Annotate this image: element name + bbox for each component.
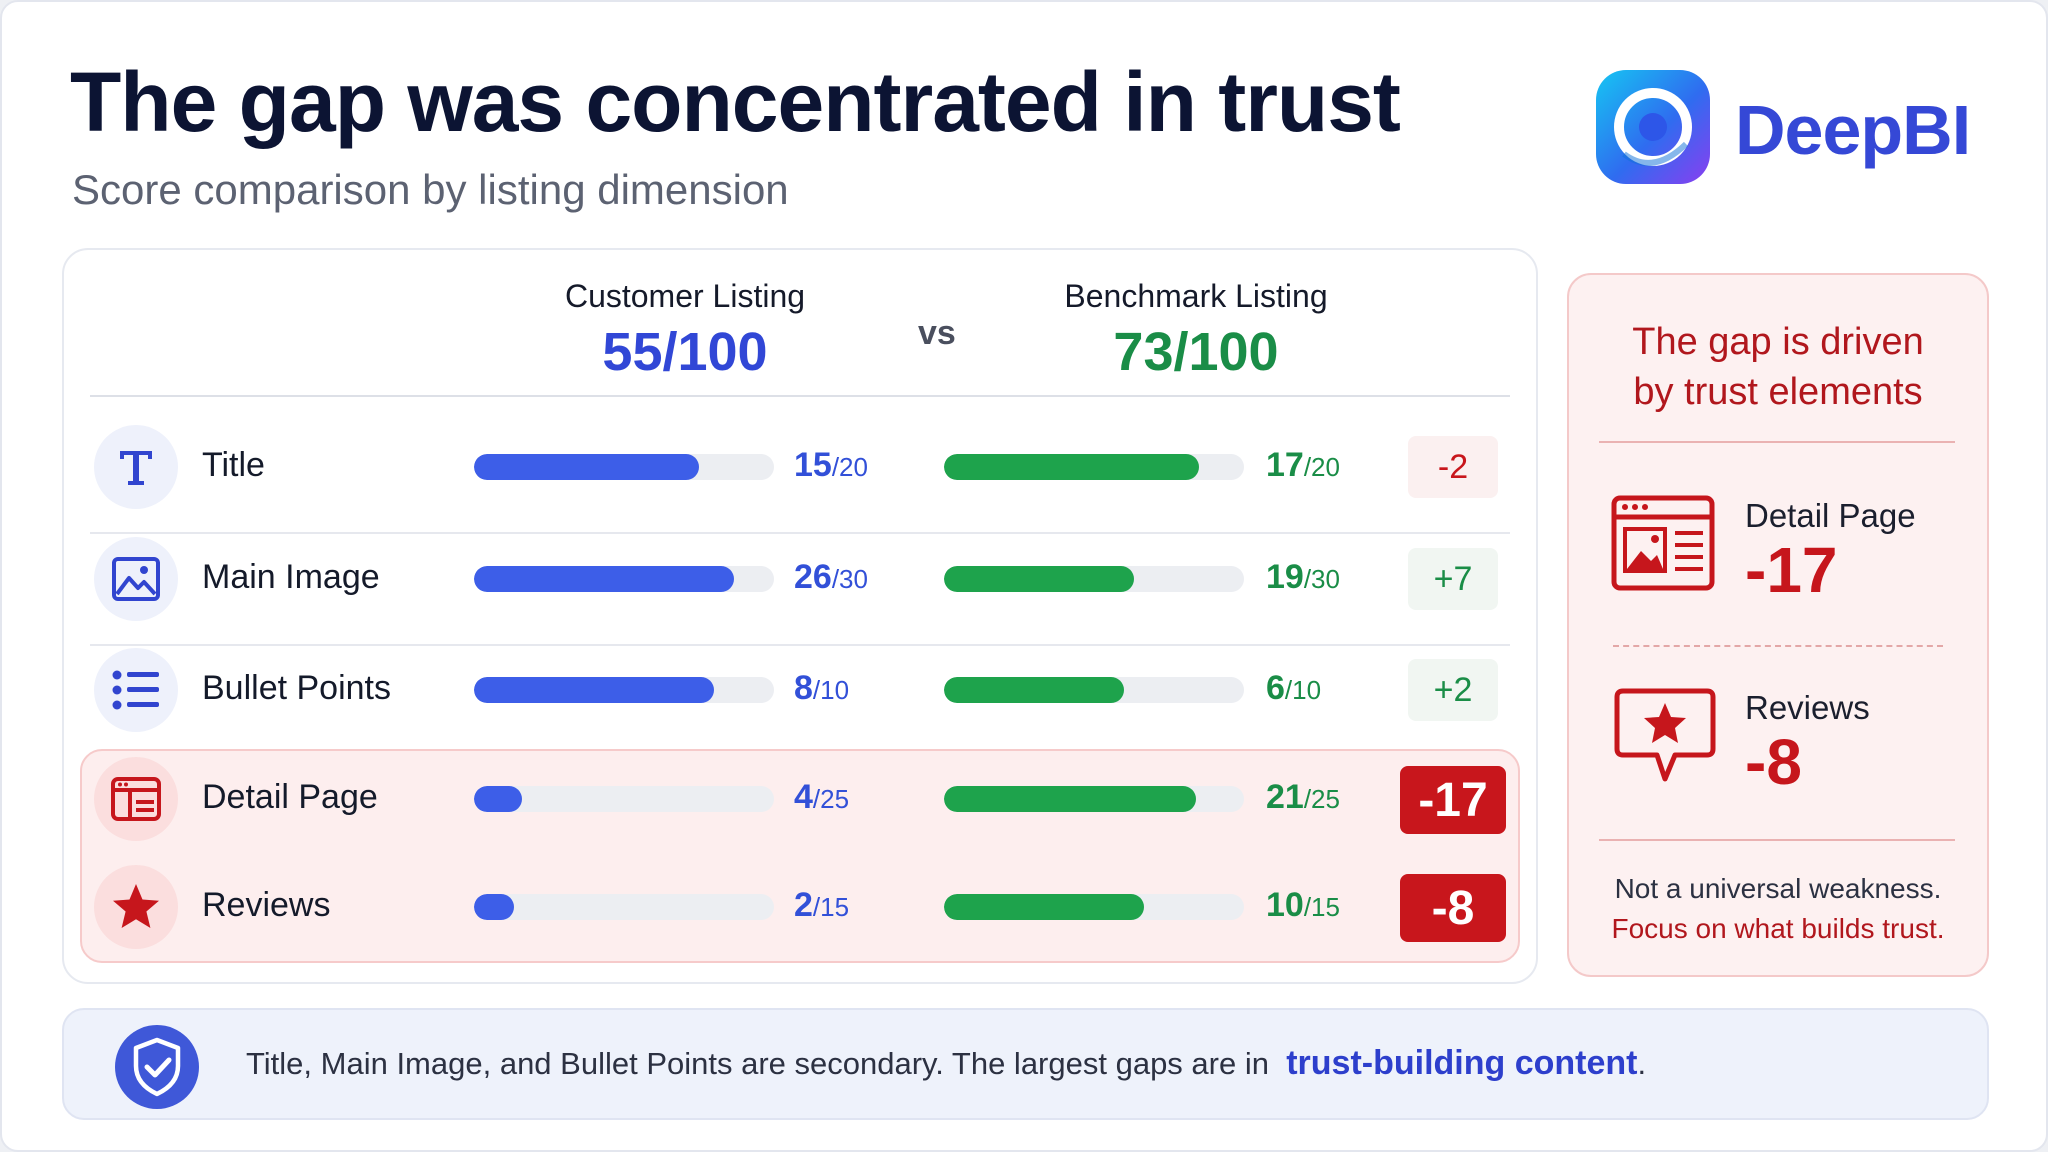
customer-track-bullet-points [474,677,774,703]
insight-dashed-divider [1613,645,1943,647]
customer-bar-main-image [474,566,734,592]
benchmark-bar-main-image [944,566,1134,592]
insight-heading-line2: by trust elements [1633,371,1923,413]
deepbi-logo-icon [1596,70,1710,184]
insight-reviews-label: Reviews [1745,689,1870,726]
row-title: Title 15/20 17/20 -2 [90,422,1510,512]
customer-column-header: Customer Listing 55/100 [515,278,855,383]
customer-value-detail-page: 4/25 [794,778,850,816]
row-bullet-points: Bullet Points 8/10 6/10 +2 [90,645,1510,735]
customer-value-reviews: 2/15 [794,886,850,924]
takeaway-suffix: . [1637,1046,1647,1081]
delta-badge-detail-page: -17 [1400,766,1506,834]
brand-name: DeepBI [1735,91,1971,169]
benchmark-bar-detail-page [944,786,1196,812]
delta-badge-title: -2 [1408,436,1498,498]
benchmark-bar-title [944,454,1199,480]
row-main-image: Main Image 26/30 19/30 +7 [90,534,1510,624]
benchmark-track-reviews [944,894,1244,920]
benchmark-track-main-image [944,566,1244,592]
title-icon [94,425,178,509]
row-detail-page: Detail Page 4/25 21/25 -17 [90,754,1510,844]
star-icon [94,865,178,949]
customer-bar-detail-page [474,786,522,812]
list-icon [94,648,178,732]
takeaway-bar: Title, Main Image, and Bullet Points are… [62,1008,1989,1120]
insight-reviews-value: -8 [1745,726,1802,798]
customer-value-main-image: 26/30 [794,558,868,596]
row-divider [90,532,1510,534]
insight-divider [1599,441,1955,443]
vs-label: vs [918,314,956,352]
takeaway-emphasis: trust-building content [1286,1044,1638,1082]
customer-value-title: 15/20 [794,446,868,484]
image-icon [94,537,178,621]
browser-icon [94,757,178,841]
customer-bar-reviews [474,894,514,920]
benchmark-track-bullet-points [944,677,1244,703]
customer-value-bullet-points: 8/10 [794,669,850,707]
benchmark-track-title [944,454,1244,480]
insight-heading: The gap is driven by trust elements [1569,317,1987,417]
insight-detail-page-label: Detail Page [1745,497,1916,534]
benchmark-value-bullet-points: 6/10 [1266,669,1322,707]
benchmark-bar-bullet-points [944,677,1124,703]
benchmark-value-main-image: 19/30 [1266,558,1340,596]
takeaway-note: Title, Main Image, and Bullet Points are… [246,1046,1269,1081]
customer-bar-bullet-points [474,677,714,703]
benchmark-total-score: 73/100 [1113,322,1279,382]
trust-rows-highlight [80,749,1520,963]
insight-detail-page-value: -17 [1745,534,1838,606]
review-chat-star-icon [1614,688,1716,782]
takeaway-text: Title, Main Image, and Bullet Points are… [246,1044,1646,1083]
benchmark-track-detail-page [944,786,1244,812]
customer-total-score: 55/100 [602,322,768,382]
customer-track-main-image [474,566,774,592]
benchmark-value-title: 17/20 [1266,446,1340,484]
row-divider [90,644,1510,646]
benchmark-value-detail-page: 21/25 [1266,778,1340,816]
detail-page-icon [1611,495,1715,591]
row-reviews: Reviews 2/15 10/15 -8 [90,862,1510,952]
delta-badge-reviews: -8 [1400,874,1506,942]
benchmark-bar-reviews [944,894,1144,920]
insight-footer-line1: Not a universal weakness. [1614,873,1942,904]
customer-label: Customer Listing [564,278,806,314]
row-label-detail-page: Detail Page [202,778,378,816]
delta-badge-bullet-points: +2 [1408,659,1498,721]
row-label-main-image: Main Image [202,558,380,596]
delta-badge-main-image: +7 [1408,548,1498,610]
insight-heading-line1: The gap is driven [1632,321,1924,363]
row-label-reviews: Reviews [202,886,331,924]
insight-footer-line2: Focus on what builds trust. [1611,913,1945,944]
header-divider [90,395,1510,397]
insight-card: The gap is driven by trust elements Deta… [1567,273,1989,977]
row-label-bullet-points: Bullet Points [202,669,391,707]
benchmark-label: Benchmark Listing [1064,278,1328,314]
customer-track-detail-page [474,786,774,812]
shield-check-icon [115,1025,199,1109]
customer-bar-title [474,454,699,480]
page-subtitle: Score comparison by listing dimension [72,166,789,213]
customer-track-reviews [474,894,774,920]
insight-bottom-divider [1599,839,1955,841]
page-title: The gap was concentrated in trust [70,55,1401,149]
row-label-title: Title [202,446,265,484]
benchmark-value-reviews: 10/15 [1266,886,1340,924]
customer-track-title [474,454,774,480]
benchmark-column-header: Benchmark Listing 73/100 [1026,278,1366,383]
